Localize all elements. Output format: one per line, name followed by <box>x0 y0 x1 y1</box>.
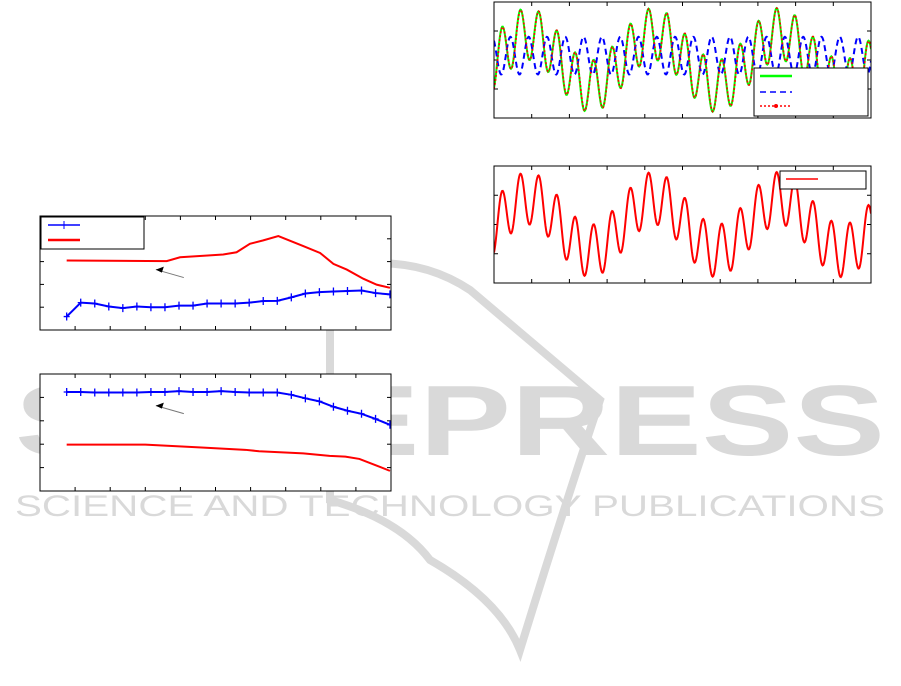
data-point <box>204 299 211 308</box>
data-point <box>330 402 337 411</box>
data-point <box>147 303 154 312</box>
data-point <box>246 388 253 397</box>
data-point <box>133 388 140 397</box>
data-point <box>246 298 253 307</box>
data-point <box>190 301 197 310</box>
data-point <box>274 388 281 397</box>
data-point <box>77 298 84 307</box>
plot-area <box>63 235 391 321</box>
data-point <box>386 290 391 299</box>
data-point <box>344 406 351 415</box>
data-point <box>161 388 168 397</box>
data-point <box>302 394 309 403</box>
data-point <box>288 390 295 399</box>
legend-box <box>779 170 867 190</box>
data-point <box>344 287 351 296</box>
plot-area <box>494 6 871 114</box>
data-point <box>63 388 70 397</box>
watermark-swoosh <box>326 259 605 662</box>
annotation-arrow-head <box>155 266 164 273</box>
data-point <box>218 387 225 396</box>
data-point <box>190 388 197 397</box>
data-point <box>358 409 365 418</box>
legend <box>779 170 867 190</box>
data-point <box>260 297 267 306</box>
data-point <box>63 312 70 321</box>
plot-area <box>63 387 391 472</box>
legend-marker <box>61 221 67 229</box>
data-point <box>302 289 309 298</box>
data-point <box>232 299 239 308</box>
axes-box <box>493 165 872 284</box>
legend-marker <box>774 104 778 108</box>
series-line-2 <box>494 35 871 76</box>
axes-box <box>39 373 392 492</box>
chart-4 <box>493 165 872 284</box>
series-line-2 <box>66 235 391 289</box>
plot-background <box>40 374 391 491</box>
series-line-2 <box>66 443 391 472</box>
data-point <box>218 299 225 308</box>
axes-box <box>493 1 872 119</box>
plot-area <box>494 170 871 279</box>
data-point <box>288 293 295 302</box>
data-point <box>175 387 182 396</box>
data-point <box>372 414 379 423</box>
data-point <box>386 420 391 429</box>
chart-3 <box>493 1 872 119</box>
data-point <box>175 301 182 310</box>
data-point <box>274 296 281 305</box>
data-point <box>147 388 154 397</box>
data-point <box>119 388 126 397</box>
data-point <box>105 302 112 311</box>
watermark-tagline: SCIENCE AND TECHNOLOGY PUBLICATIONS <box>15 490 885 523</box>
legend <box>753 67 869 117</box>
data-point <box>161 303 168 312</box>
data-point <box>372 289 379 298</box>
data-point <box>358 286 365 295</box>
chart-2 <box>39 373 392 492</box>
legend-box <box>40 216 145 250</box>
legend <box>40 216 145 250</box>
data-point <box>91 299 98 308</box>
series-line-1 <box>494 170 871 279</box>
data-point <box>119 304 126 313</box>
data-point <box>133 302 140 311</box>
data-point <box>316 288 323 297</box>
data-point <box>316 397 323 406</box>
chart-1 <box>39 215 392 331</box>
series-line-3 <box>494 7 871 114</box>
data-point <box>77 388 84 397</box>
axes-box <box>39 215 392 331</box>
data-point <box>204 388 211 397</box>
data-point <box>232 388 239 397</box>
data-point <box>260 388 267 397</box>
data-point <box>330 287 337 296</box>
data-point <box>91 388 98 397</box>
data-point <box>105 388 112 397</box>
annotation-arrow-head <box>155 402 164 409</box>
